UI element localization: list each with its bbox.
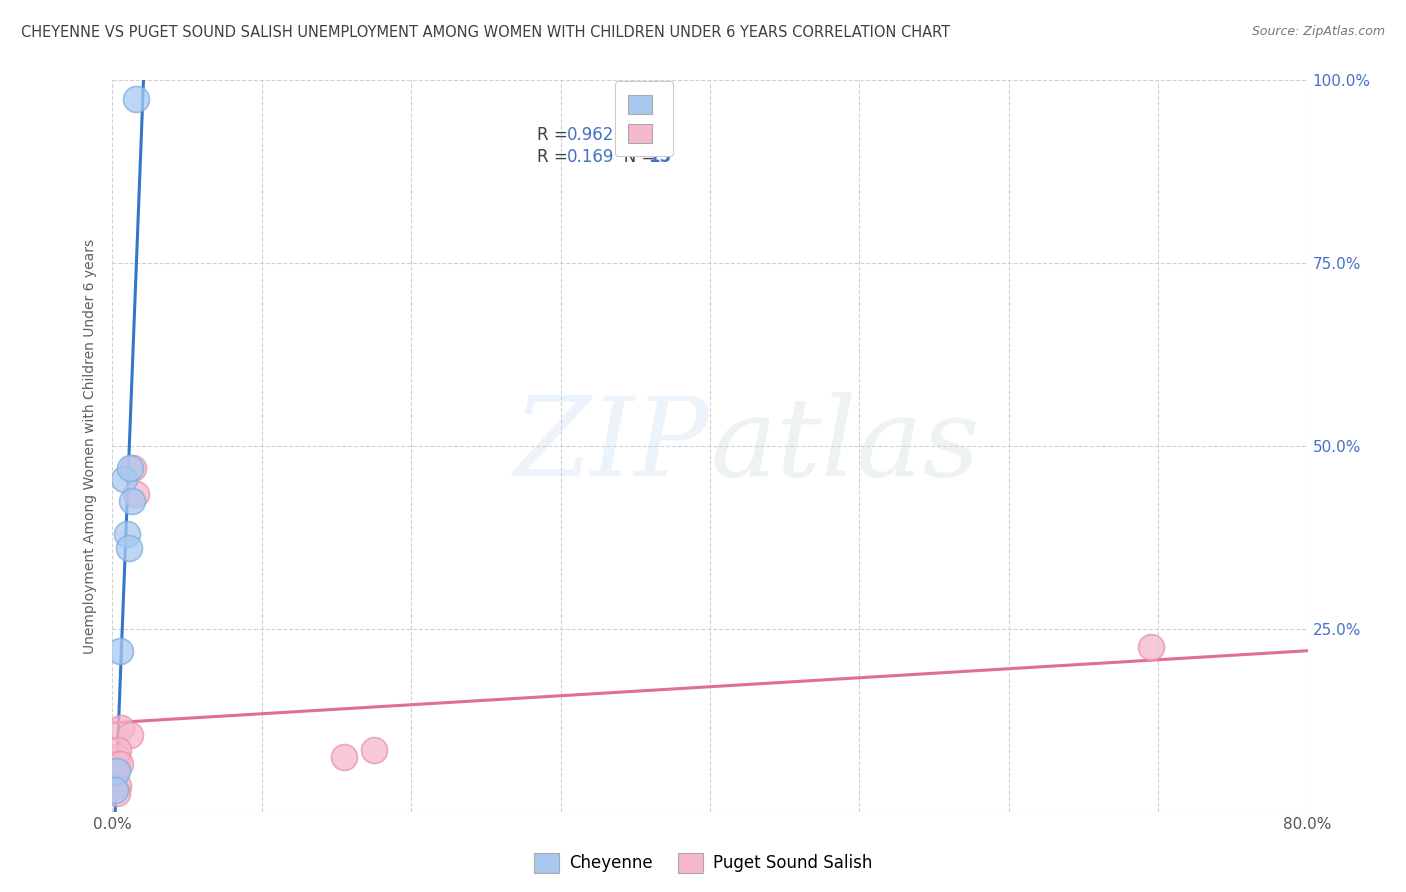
Point xyxy=(104,764,127,779)
Point xyxy=(105,787,128,801)
Text: 0.169: 0.169 xyxy=(567,148,614,166)
Point xyxy=(107,742,129,756)
Point xyxy=(105,757,128,772)
Legend: Cheyenne, Puget Sound Salish: Cheyenne, Puget Sound Salish xyxy=(527,847,879,880)
Point xyxy=(105,749,128,764)
Y-axis label: Unemployment Among Women with Children Under 6 years: Unemployment Among Women with Children U… xyxy=(83,238,97,654)
Point xyxy=(103,772,125,786)
Text: N =: N = xyxy=(609,148,661,166)
Point xyxy=(118,541,141,556)
Text: atlas: atlas xyxy=(710,392,980,500)
Text: ZIP: ZIP xyxy=(515,392,710,500)
Point xyxy=(363,742,385,756)
Text: R =: R = xyxy=(537,148,572,166)
Point xyxy=(108,644,131,658)
Point xyxy=(107,779,129,793)
Point xyxy=(104,782,127,797)
Point xyxy=(125,486,148,500)
Text: 15: 15 xyxy=(648,148,671,166)
Point xyxy=(105,764,128,779)
Point xyxy=(117,526,139,541)
Text: 0.962: 0.962 xyxy=(567,126,614,145)
Point xyxy=(122,461,145,475)
Point xyxy=(1139,640,1161,655)
Point xyxy=(120,728,142,742)
Point xyxy=(108,757,131,772)
Text: N =: N = xyxy=(609,126,661,145)
Text: 9: 9 xyxy=(648,126,659,145)
Legend: , : , xyxy=(616,81,673,156)
Point xyxy=(333,749,356,764)
Point xyxy=(121,494,143,508)
Text: CHEYENNE VS PUGET SOUND SALISH UNEMPLOYMENT AMONG WOMEN WITH CHILDREN UNDER 6 YE: CHEYENNE VS PUGET SOUND SALISH UNEMPLOYM… xyxy=(21,25,950,40)
Point xyxy=(110,721,132,735)
Point xyxy=(125,92,148,106)
Text: R =: R = xyxy=(537,126,572,145)
Text: Source: ZipAtlas.com: Source: ZipAtlas.com xyxy=(1251,25,1385,38)
Point xyxy=(114,472,135,486)
Point xyxy=(120,461,142,475)
